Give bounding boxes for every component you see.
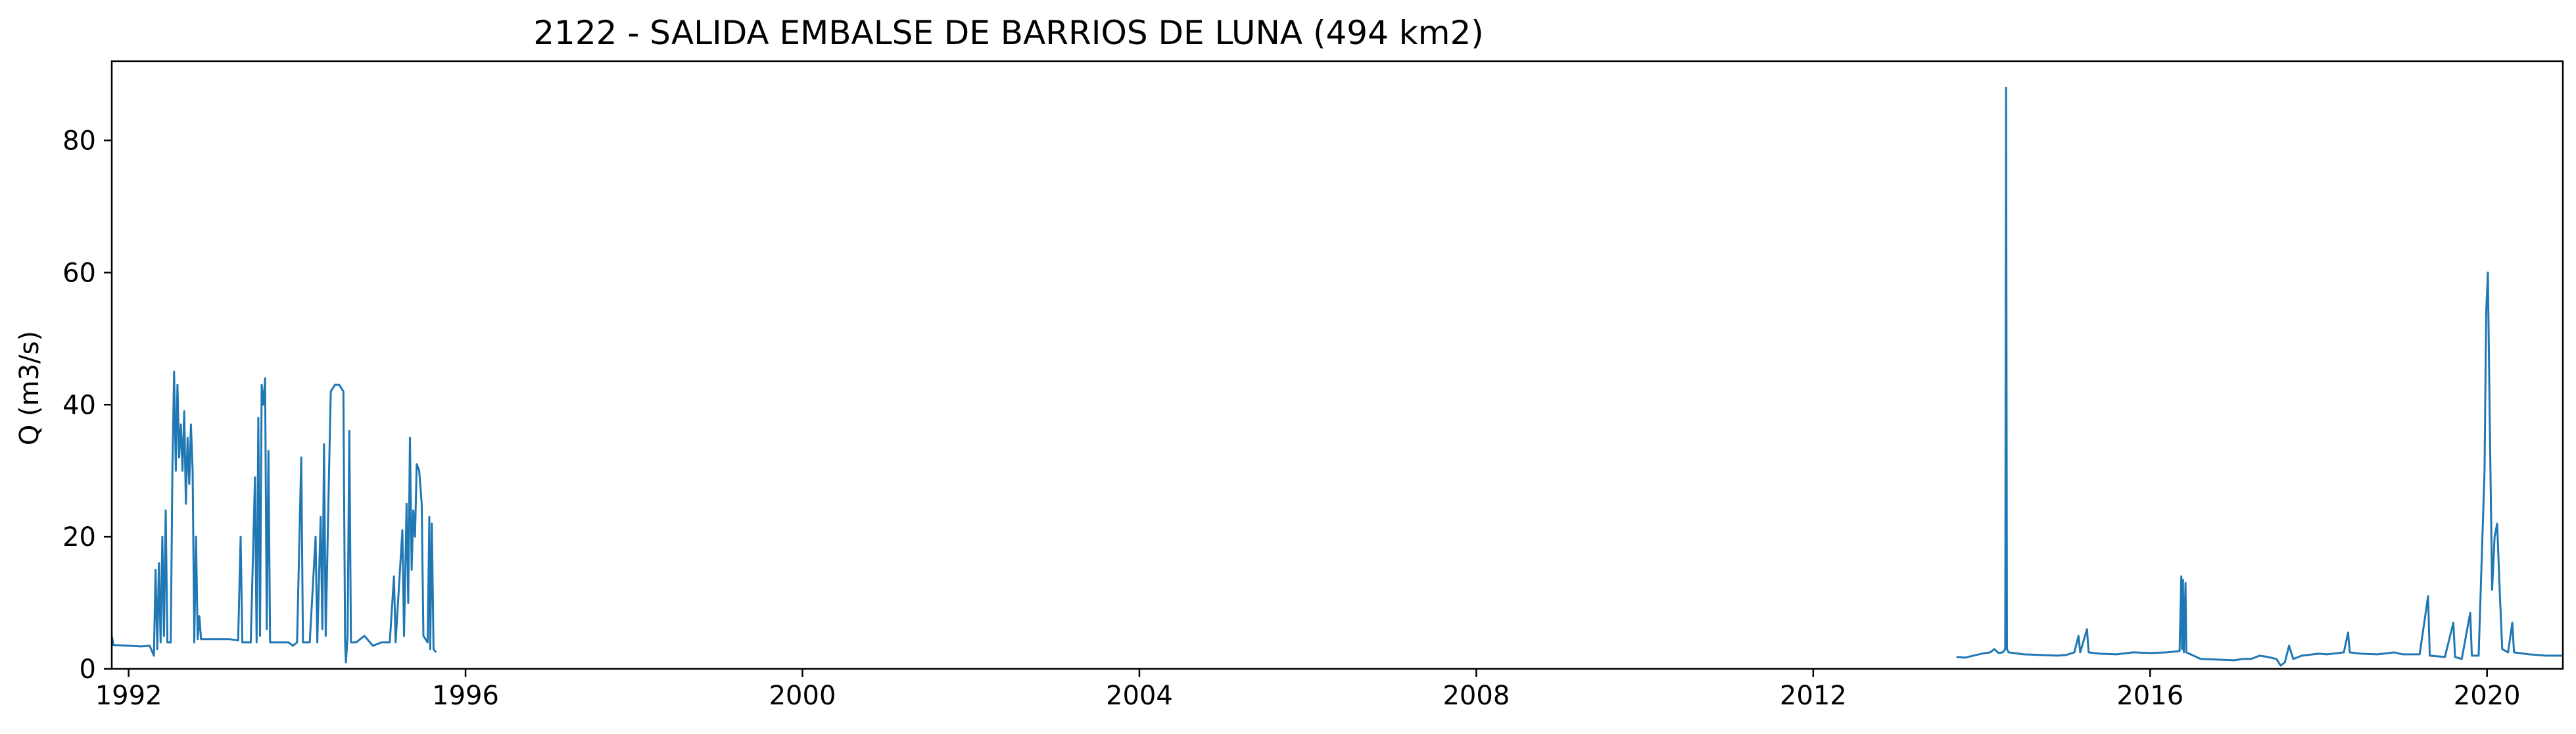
x-tick-label-2012: 2012 [1780,681,1847,711]
y-tick-label-20: 20 [62,522,96,552]
y-axis-label: Q (m3/s) [14,331,45,445]
plot-frame [110,60,2564,670]
plot-area: 1992 1996 2000 2004 2008 2012 2016 2020 0 20 40 60 8… [62,60,2564,711]
x-tick-label-2000: 2000 [769,681,836,711]
x-tick-label-2004: 2004 [1106,681,1173,711]
y-tick-label-40: 40 [62,390,96,420]
y-tick-label-0: 0 [80,654,96,685]
x-tick-label-1996: 1996 [432,681,499,711]
chart-title: 2122 - SALIDA EMBALSE DE BARRIOS DE LUNA… [533,14,1484,52]
x-tick-label-1992: 1992 [95,681,162,711]
series-line-segment-2 [1956,86,2563,667]
x-tick-label-2016: 2016 [2116,681,2183,711]
x-tick-label-2020: 2020 [2454,681,2521,711]
y-tick-label-80: 80 [62,126,96,157]
series-line-segment-1 [112,370,437,664]
x-tick-label-2008: 2008 [1443,681,1510,711]
y-tick-label-60: 60 [62,258,96,288]
